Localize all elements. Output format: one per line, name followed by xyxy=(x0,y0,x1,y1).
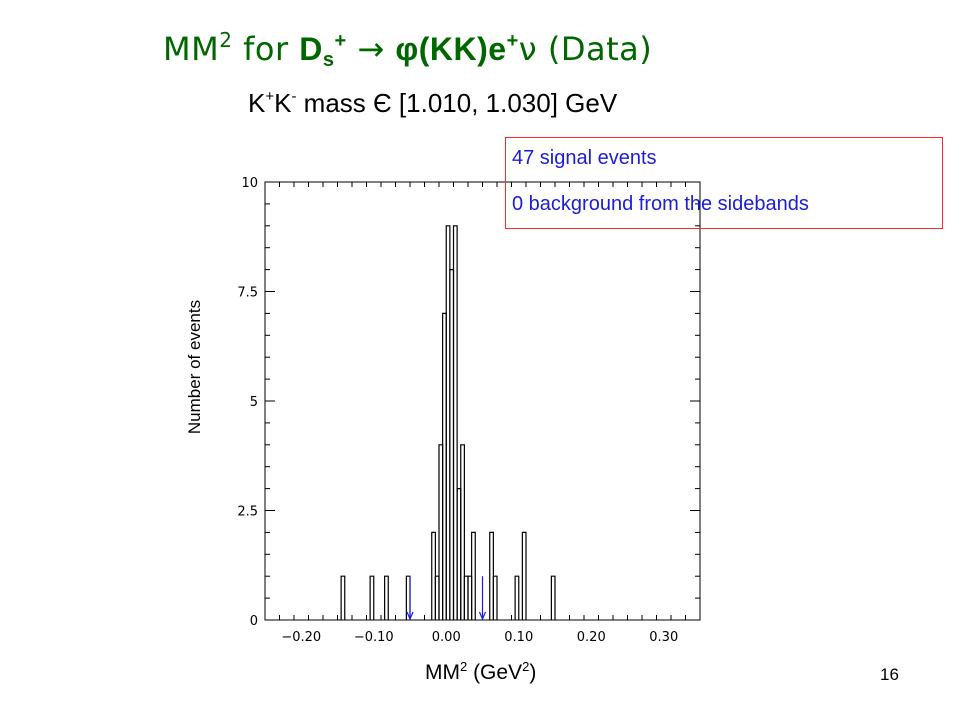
x-label-base-sup: 2 xyxy=(460,659,468,674)
histogram-bin xyxy=(369,575,375,620)
y-tick-label: 2.5 xyxy=(237,505,258,520)
histogram-bin xyxy=(384,575,389,620)
cut-arrow-head xyxy=(478,611,487,621)
background-text: 0 background from the sidebands xyxy=(512,193,809,215)
x-tick-label: 0.10 xyxy=(504,630,533,645)
x-tick-label: 0.30 xyxy=(649,630,678,645)
x-label-unit: (GeV xyxy=(467,661,523,684)
title-decay-phi: φ(KK)e xyxy=(395,31,507,67)
info-box xyxy=(505,137,943,229)
title-decay-D: D xyxy=(299,31,323,67)
histogram-bin xyxy=(471,531,476,620)
title-prefix-sup: 2 xyxy=(219,28,233,52)
histogram-bin xyxy=(514,575,520,620)
title-decay-D-sub: s xyxy=(322,49,335,71)
x-tick-label: 0.20 xyxy=(577,630,606,645)
histogram-bin xyxy=(452,225,458,620)
slide-title: MM2 for Ds+ → φ(KK)e+ν (Data) xyxy=(163,28,653,71)
histogram-bin xyxy=(521,531,527,620)
title-arrow: → xyxy=(346,30,396,68)
title-decay-nu: ν xyxy=(518,30,538,68)
y-tick-label: 0 xyxy=(250,614,258,629)
histogram-bin xyxy=(492,575,498,620)
subtitle-k1-sup: + xyxy=(265,88,275,105)
x-label-unit-sup: 2 xyxy=(522,659,530,674)
x-tick-label: −0.10 xyxy=(354,630,394,645)
cut-arrow-head xyxy=(406,611,414,621)
histogram-bin xyxy=(550,575,556,620)
y-tick-label: 7.5 xyxy=(237,286,258,301)
subtitle-k2-sup: - xyxy=(291,88,297,105)
title-decay-e-sup: + xyxy=(506,30,519,52)
title-mid: for xyxy=(232,30,300,68)
page-number: 16 xyxy=(880,665,899,684)
y-tick-label: 10 xyxy=(241,176,258,191)
signal-events-text: 47 signal events xyxy=(512,147,657,169)
x-axis-label: MM2 (GeV2) xyxy=(425,659,537,685)
y-tick-label: 5 xyxy=(250,395,258,410)
subtitle-k2: K xyxy=(274,88,292,118)
x-tick-label: 0.00 xyxy=(432,630,461,645)
x-label-close: ) xyxy=(529,661,537,684)
plot-frame xyxy=(264,181,701,621)
subtitle-rest: mass Є [1.010, 1.030] GeV xyxy=(296,88,618,118)
title-prefix: MM xyxy=(163,30,220,68)
subtitle-k1: K xyxy=(248,88,266,118)
y-axis-label: Number of events xyxy=(185,299,204,435)
title-decay-D-sup: + xyxy=(334,30,347,52)
x-tick-label: −0.20 xyxy=(281,630,321,645)
histogram-bin xyxy=(460,444,465,620)
mass-window-subtitle: K+K- mass Є [1.010, 1.030] GeV xyxy=(248,88,617,119)
x-label-base: MM xyxy=(425,661,460,684)
title-suffix: (Data) xyxy=(537,30,653,68)
histogram-bin xyxy=(340,575,346,620)
